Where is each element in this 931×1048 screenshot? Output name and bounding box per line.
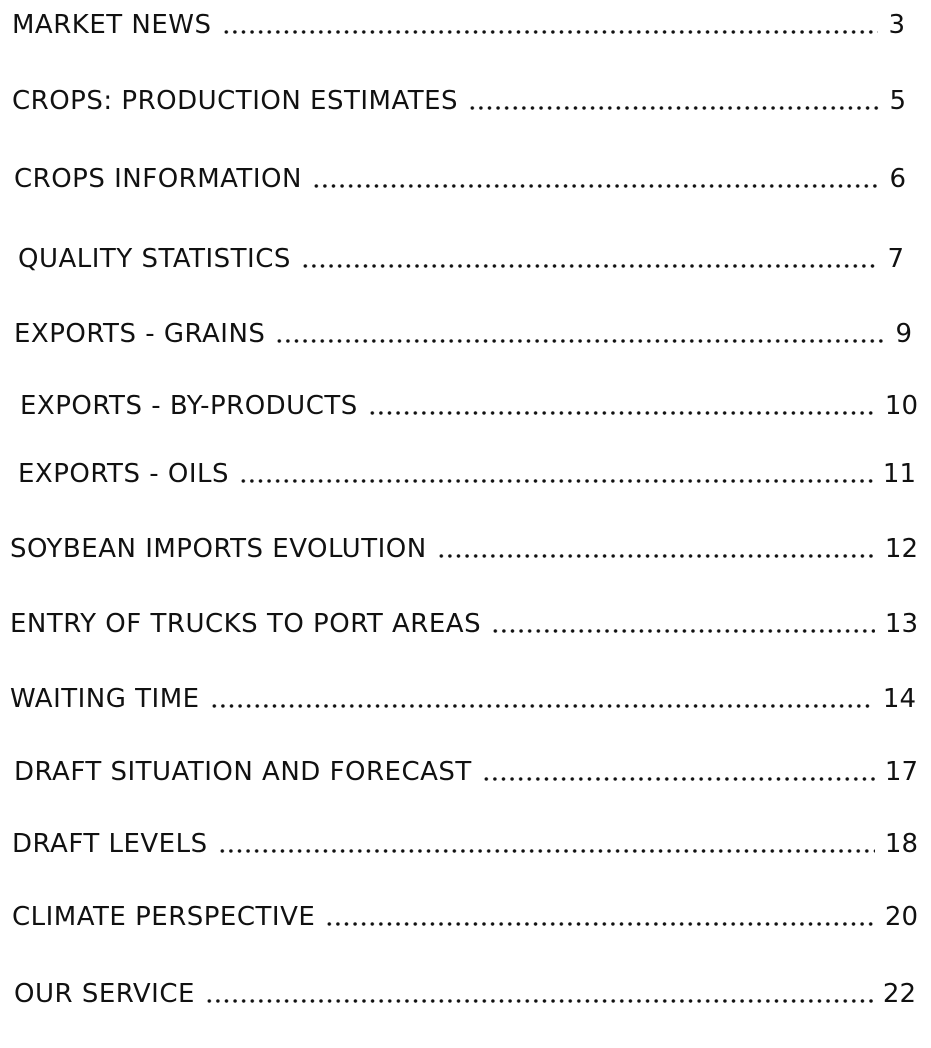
page-number: 22 xyxy=(882,979,916,1009)
entry-title: QUALITY STATISTICS xyxy=(18,244,291,274)
entry-title: EXPORTS - BY-PRODUCTS xyxy=(20,391,358,421)
dot-leader xyxy=(481,776,875,782)
entry-title: MARKET NEWS xyxy=(12,10,212,40)
dot-leader xyxy=(325,921,875,927)
toc-entry: EXPORTS - GRAINS 9 xyxy=(14,311,912,351)
entry-title: OUR SERVICE xyxy=(14,979,195,1009)
toc-entry: EXPORTS - OILS 11 xyxy=(18,451,916,491)
dot-leader xyxy=(221,29,879,35)
toc-entry: MARKET NEWS 3 xyxy=(12,2,905,42)
entry-title: CROPS: PRODUCTION ESTIMATES xyxy=(12,86,459,116)
toc-entry: CROPS: PRODUCTION ESTIMATES 5 xyxy=(12,78,906,118)
page-number: 9 xyxy=(895,319,912,349)
dot-leader xyxy=(300,263,878,269)
toc-entry: SOYBEAN IMPORTS EVOLUTION 12 xyxy=(10,526,918,566)
toc-entry: ENTRY OF TRUCKS TO PORT AREAS 13 xyxy=(10,601,918,641)
toc-entry: OUR SERVICE 22 xyxy=(14,971,916,1011)
toc-entry: EXPORTS - BY-PRODUCTS 10 xyxy=(20,383,918,423)
page-number: 5 xyxy=(889,86,906,116)
page-number: 3 xyxy=(888,10,905,40)
page-number: 12 xyxy=(884,534,918,564)
dot-leader xyxy=(217,848,875,854)
entry-title: CLIMATE PERSPECTIVE xyxy=(12,902,316,932)
dot-leader xyxy=(275,338,886,344)
toc-entry: WAITING TIME 14 xyxy=(10,676,916,716)
entry-title: CROPS INFORMATION xyxy=(14,164,302,194)
entry-title: EXPORTS - GRAINS xyxy=(14,319,266,349)
entry-title: EXPORTS - OILS xyxy=(18,459,229,489)
dot-leader xyxy=(311,183,880,189)
page-number: 7 xyxy=(887,244,904,274)
dot-leader xyxy=(204,998,873,1004)
page-number: 14 xyxy=(882,684,916,714)
toc-entry: CLIMATE PERSPECTIVE 20 xyxy=(12,894,918,934)
toc-entry: QUALITY STATISTICS 7 xyxy=(18,236,904,276)
dot-leader xyxy=(468,105,880,111)
page-number: 6 xyxy=(889,164,906,194)
dot-leader xyxy=(436,553,875,559)
page-number: 10 xyxy=(884,391,918,421)
page-number: 20 xyxy=(884,902,918,932)
entry-title: SOYBEAN IMPORTS EVOLUTION xyxy=(10,534,427,564)
toc-entry: CROPS INFORMATION 6 xyxy=(14,156,906,196)
entry-title: ENTRY OF TRUCKS TO PORT AREAS xyxy=(10,609,482,639)
entry-title: DRAFT SITUATION AND FORECAST xyxy=(14,757,472,787)
page-number: 11 xyxy=(882,459,916,489)
entry-title: WAITING TIME xyxy=(10,684,200,714)
dot-leader xyxy=(367,410,875,416)
dot-leader xyxy=(491,628,875,634)
page-number: 13 xyxy=(884,609,918,639)
toc-entry: DRAFT SITUATION AND FORECAST 17 xyxy=(14,749,918,789)
entry-title: DRAFT LEVELS xyxy=(12,829,208,859)
page-number: 17 xyxy=(884,757,918,787)
page-number: 18 xyxy=(884,829,918,859)
toc-entry: DRAFT LEVELS 18 xyxy=(12,821,918,861)
dot-leader xyxy=(238,478,873,484)
dot-leader xyxy=(209,703,873,709)
